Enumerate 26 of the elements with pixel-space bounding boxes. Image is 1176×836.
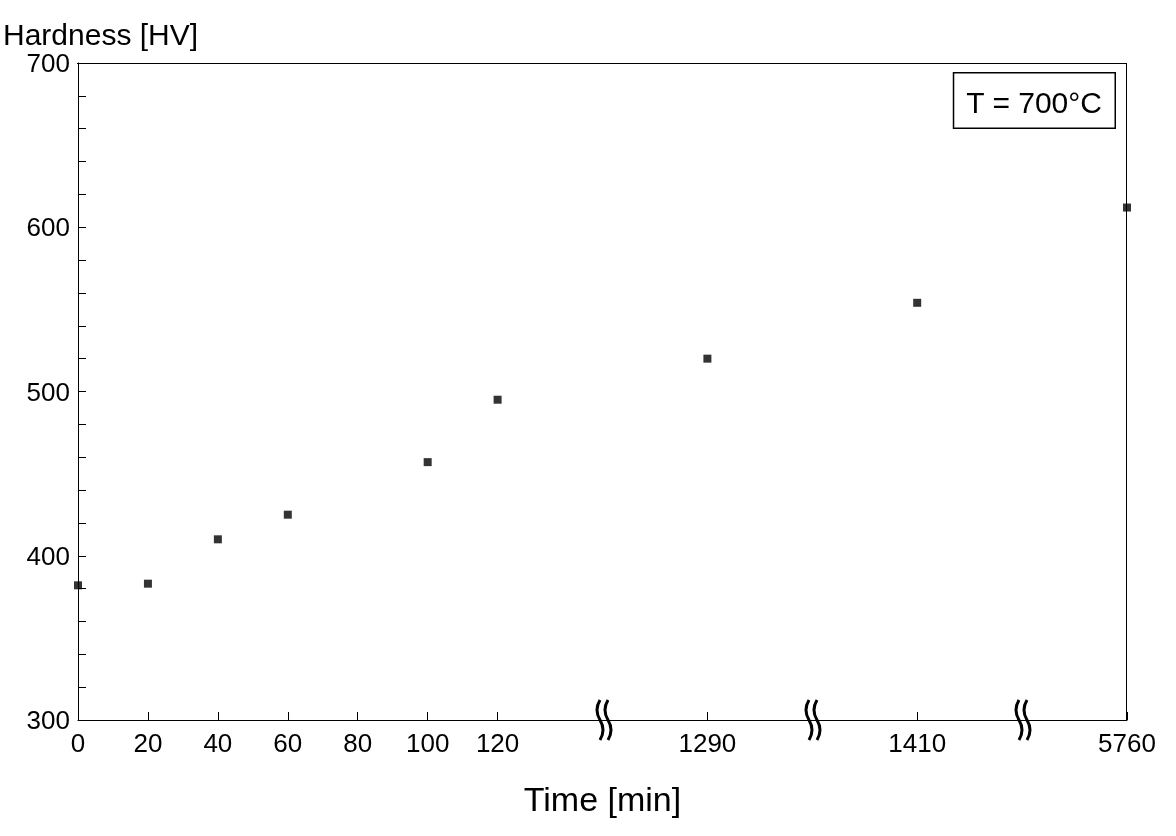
point: [74, 581, 82, 590]
point: [913, 298, 922, 307]
x-tick-label: 1290: [678, 728, 737, 758]
y-tick-label: 400: [26, 540, 70, 571]
y-axis-title: Hardness [HV]: [3, 17, 199, 51]
x-tick-label: 120: [475, 728, 520, 758]
x-tick-label: 80: [343, 728, 373, 758]
y-tick-label: 300: [26, 705, 70, 735]
x-tick-label: 1410: [888, 728, 947, 758]
point: [213, 535, 222, 544]
y-tick-label: 700: [26, 48, 70, 78]
x-tick-label: 40: [203, 728, 233, 758]
x-tick-label: 0: [70, 728, 86, 758]
x-tick-label: 60: [273, 728, 303, 758]
y-tick-label: 600: [26, 212, 70, 243]
x-axis-title: Time [min]: [523, 780, 682, 818]
point: [493, 395, 502, 404]
annotation: T = 700°C: [966, 86, 1102, 119]
point: [423, 458, 432, 467]
y-tick-label: 500: [26, 376, 70, 407]
point: [143, 579, 152, 588]
point: [703, 354, 712, 363]
x-tick-label: 5760: [1098, 728, 1156, 758]
x-tick-label: 20: [133, 728, 163, 758]
x-tick-label: 100: [405, 728, 450, 758]
point: [283, 510, 292, 519]
